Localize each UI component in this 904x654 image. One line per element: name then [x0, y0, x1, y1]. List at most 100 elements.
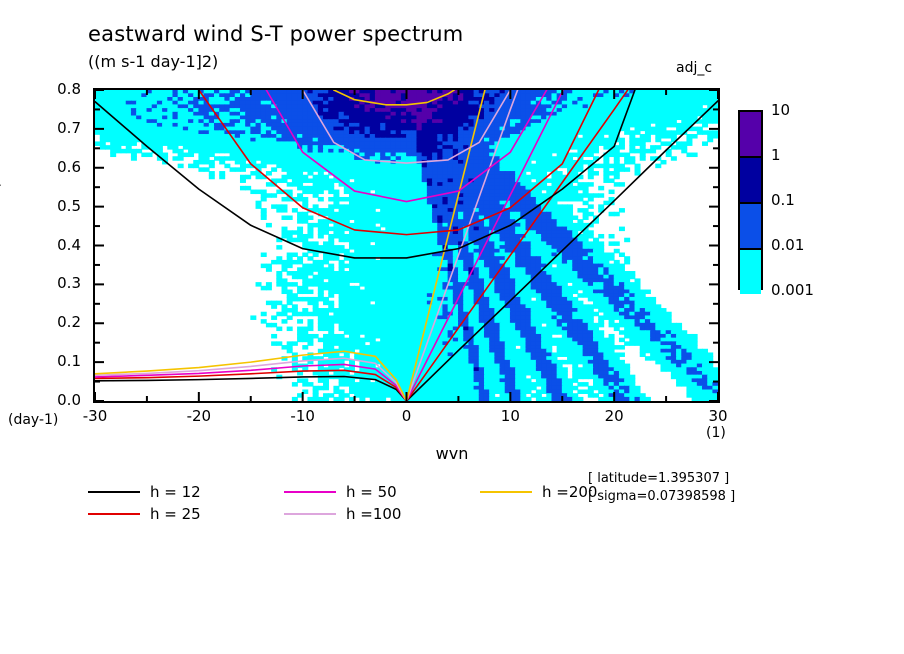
spectrum-cell: [577, 163, 584, 169]
spectrum-cell: [369, 315, 376, 320]
spectrum-cell: [499, 148, 506, 154]
spectrum-cell: [603, 174, 610, 180]
spectrum-cell: [323, 319, 330, 324]
spectrum-cell: [463, 130, 470, 135]
spectrum-cell: [577, 304, 584, 309]
spectrum-cell: [535, 93, 542, 98]
spectrum-cell: [291, 274, 298, 280]
spectrum-cell: [452, 185, 459, 191]
spectrum-cell: [193, 126, 200, 132]
spectrum-cell: [639, 126, 646, 132]
spectrum-cell: [478, 319, 485, 324]
spectrum-cell: [416, 304, 423, 309]
spectrum-cell: [525, 159, 532, 165]
spectrum-cell: [541, 152, 548, 158]
spectrum-cell: [629, 326, 636, 332]
spectrum-cell: [437, 300, 444, 306]
spectrum-cell: [499, 104, 506, 109]
spectrum-cell: [499, 311, 506, 317]
spectrum-cell: [535, 311, 542, 317]
spectrum-cell: [95, 93, 101, 98]
spectrum-cell: [214, 100, 220, 106]
spectrum-cell: [644, 148, 651, 154]
spectrum-cell: [473, 245, 480, 250]
spectrum-cell: [364, 308, 371, 313]
spectrum-cell: [374, 93, 381, 98]
spectrum-cell: [598, 108, 605, 113]
spectrum-cell: [141, 145, 148, 150]
spectrum-cell: [494, 90, 501, 95]
spectrum-cell: [696, 97, 703, 102]
spectrum-cell: [546, 237, 553, 243]
spectrum-cell: [644, 134, 651, 139]
spectrum-cell: [395, 233, 402, 239]
spectrum-cell: [229, 119, 236, 124]
spectrum-cell: [380, 185, 387, 191]
spectrum-cell: [483, 130, 490, 135]
spectrum-cell: [146, 97, 153, 102]
spectrum-cell: [307, 178, 314, 183]
spectrum-cell: [110, 122, 117, 128]
spectrum-cell: [561, 130, 568, 135]
spectrum-cell: [650, 319, 657, 324]
spectrum-cell: [348, 193, 355, 198]
spectrum-cell: [380, 282, 387, 287]
spectrum-cell: [354, 130, 361, 135]
spectrum-cell: [374, 97, 381, 102]
spectrum-cell: [530, 122, 537, 128]
spectrum-cell: [473, 163, 480, 169]
spectrum-cell: [665, 122, 672, 128]
spectrum-cell: [167, 145, 174, 150]
spectrum-cell: [400, 278, 407, 283]
spectrum-cell: [99, 108, 106, 113]
spectrum-cell: [156, 126, 163, 132]
spectrum-cell: [520, 308, 527, 313]
spectrum-cell: [193, 115, 200, 121]
spectrum-cell: [437, 296, 444, 302]
spectrum-cell: [541, 182, 548, 187]
spectrum-cell: [421, 259, 428, 265]
spectrum-cell: [489, 293, 496, 298]
spectrum-cell: [473, 97, 480, 102]
spectrum-cell: [104, 108, 111, 113]
spectrum-cell: [302, 134, 309, 139]
spectrum-cell: [587, 315, 594, 320]
spectrum-cell: [504, 182, 511, 187]
spectrum-cell: [556, 134, 563, 139]
spectrum-cell: [504, 163, 511, 169]
spectrum-cell: [494, 256, 501, 261]
spectrum-cell: [343, 108, 350, 113]
spectrum-cell: [432, 130, 439, 135]
spectrum-cell: [406, 108, 413, 113]
spectrum-cell: [390, 293, 397, 298]
spectrum-cell: [561, 104, 568, 109]
spectrum-cell: [473, 156, 480, 161]
spectrum-cell: [364, 193, 371, 198]
spectrum-cell: [447, 200, 454, 206]
spectrum-cell: [676, 122, 683, 128]
spectrum-cell: [307, 263, 314, 269]
spectrum-cell: [618, 293, 625, 298]
spectrum-cell: [390, 215, 397, 220]
spectrum-cell: [390, 93, 397, 98]
spectrum-cell: [515, 293, 522, 298]
spectrum-cell: [426, 219, 433, 224]
spectrum-cell: [494, 304, 501, 309]
spectrum-cell: [395, 134, 402, 139]
spectrum-cell: [99, 93, 106, 98]
spectrum-cell: [499, 267, 506, 272]
spectrum-cell: [577, 130, 584, 135]
spectrum-cell: [281, 278, 288, 283]
spectrum-cell: [582, 152, 589, 158]
spectrum-cell: [343, 308, 350, 313]
spectrum-cell: [473, 137, 480, 143]
spectrum-cell: [577, 90, 584, 95]
spectrum-cell: [535, 167, 542, 172]
spectrum-cell: [338, 148, 345, 154]
spectrum-cell: [442, 293, 449, 298]
spectrum-cell: [593, 248, 599, 254]
spectrum-cell: [343, 145, 350, 150]
spectrum-cell: [478, 200, 485, 206]
spectrum-cell: [385, 119, 392, 124]
spectrum-cell: [198, 152, 205, 158]
